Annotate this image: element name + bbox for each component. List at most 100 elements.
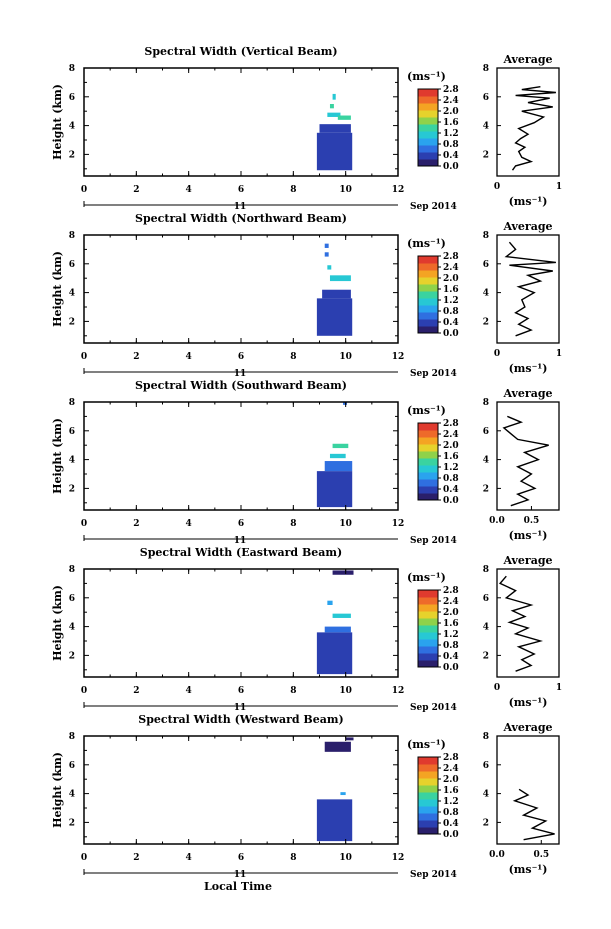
panel-title: Spectral Width (Southward Beam)	[135, 379, 347, 392]
colorbar-unit: (ms⁻¹)	[407, 237, 446, 250]
colorbar-tick-label: 0.4	[443, 652, 459, 662]
average-x-label: (ms⁻¹)	[509, 863, 548, 876]
colorbar-segment	[418, 312, 438, 320]
colorbar-tick-label: 1.2	[443, 129, 459, 139]
colorbar-frame	[417, 255, 439, 334]
average-y-tick-label: 6	[483, 427, 489, 437]
x-tick-label: 8	[290, 519, 296, 529]
x-tick-label: 12	[392, 853, 405, 863]
average-y-tick-label: 2	[483, 317, 489, 327]
colorbar-tick-label: 2.8	[443, 586, 459, 596]
colorbar-frame	[417, 422, 439, 501]
colorbar-tick-label: 0.0	[443, 329, 459, 339]
average-y-tick-label: 2	[483, 150, 489, 160]
panel-1: Spectral Width (Vertical Beam)0 2 4 6 8 10 122…	[51, 45, 562, 212]
average-profile-line	[504, 241, 556, 337]
colorbar-segment	[418, 764, 438, 772]
colorbar-tick-label: 2.8	[443, 753, 459, 763]
colorbar-segment	[418, 277, 438, 285]
colorbar-segment	[418, 444, 438, 452]
colorbar-segment	[418, 653, 438, 661]
colorbar-tick-label: 0.8	[443, 140, 459, 150]
x-tick-label: 4	[186, 519, 192, 529]
panel-title: Spectral Width (Vertical Beam)	[144, 45, 337, 58]
average-title: Average	[502, 387, 552, 400]
average-y-tick-label: 8	[483, 398, 489, 408]
heatmap-cell	[324, 461, 353, 472]
x-tick-label: 10	[339, 352, 352, 362]
heatmap-cell	[316, 799, 353, 842]
colorbar-segment	[418, 778, 438, 786]
colorbar-tick-label: 0.0	[443, 830, 459, 840]
colorbar-segment	[418, 103, 438, 111]
heatmap-cell	[316, 632, 353, 675]
y-tick-label: 8	[69, 231, 75, 241]
colorbar-segment	[418, 479, 438, 487]
colorbar-segment	[418, 423, 438, 431]
y-tick-label: 4	[69, 456, 75, 466]
colorbar-segment	[418, 625, 438, 633]
heatmap-cell	[332, 93, 336, 100]
heatmap-cell	[329, 453, 346, 459]
average-y-tick-label: 6	[483, 93, 489, 103]
colorbar-segment	[418, 131, 438, 139]
colorbar-segment	[418, 124, 438, 132]
average-frame	[496, 234, 560, 344]
colorbar-segment	[418, 785, 438, 793]
colorbar-tick-label: 2.0	[443, 107, 459, 117]
average-frame	[496, 735, 560, 845]
y-tick-label: 8	[69, 732, 75, 742]
y-tick-label: 8	[69, 64, 75, 74]
y-tick-label: 6	[69, 93, 75, 103]
average-y-tick-label: 2	[483, 651, 489, 661]
average-x-label: (ms⁻¹)	[509, 195, 548, 208]
average-y-tick-label: 8	[483, 64, 489, 74]
x-axis-label: Local Time	[204, 880, 272, 893]
colorbar-segment	[418, 604, 438, 612]
y-axis-label: Height (km)	[51, 251, 64, 327]
x-tick-label: 4	[186, 185, 192, 195]
average-y-tick-label: 4	[483, 623, 489, 633]
colorbar-segment	[418, 291, 438, 299]
date-day-label: 11	[234, 202, 247, 212]
average-y-tick-label: 6	[483, 761, 489, 771]
heatmap-cell	[324, 741, 351, 752]
x-tick-label: 8	[290, 185, 296, 195]
average-y-tick-label: 4	[483, 456, 489, 466]
x-tick-label: 4	[186, 352, 192, 362]
heatmap-cell	[327, 265, 332, 270]
x-tick-label: 2	[133, 853, 139, 863]
colorbar-segment	[418, 458, 438, 466]
average-x-tick-label: 0.5	[524, 516, 540, 526]
x-tick-label: 0	[81, 686, 87, 696]
colorbar-tick-label: 1.2	[443, 463, 459, 473]
colorbar-tick-label: 0.4	[443, 819, 459, 829]
colorbar-segment	[418, 263, 438, 271]
x-tick-label: 6	[238, 185, 244, 195]
colorbar-segment	[418, 430, 438, 438]
colorbar-frame	[417, 589, 439, 668]
colorbar-tick-label: 0.8	[443, 641, 459, 651]
colorbar-segment	[418, 827, 438, 835]
colorbar-segment	[418, 806, 438, 814]
colorbar-tick-label: 0.8	[443, 474, 459, 484]
x-tick-label: 10	[339, 686, 352, 696]
average-title: Average	[502, 220, 552, 233]
colorbar-segment	[418, 89, 438, 97]
y-tick-label: 6	[69, 761, 75, 771]
colorbar-tick-label: 1.2	[443, 296, 459, 306]
colorbar-unit: (ms⁻¹)	[407, 738, 446, 751]
colorbar-segment	[418, 159, 438, 167]
colorbar-segment	[418, 813, 438, 821]
date-day-label: 11	[234, 536, 247, 546]
average-x-tick-label: 0.5	[533, 850, 549, 860]
colorbar-tick-label: 1.2	[443, 797, 459, 807]
average-y-tick-label: 6	[483, 260, 489, 270]
average-y-tick-label: 6	[483, 594, 489, 604]
heatmap-cell	[316, 471, 353, 508]
average-y-tick-label: 2	[483, 484, 489, 494]
heatmap-cell	[322, 289, 351, 299]
panel-title: Spectral Width (Northward Beam)	[135, 212, 347, 225]
colorbar-segment	[418, 639, 438, 647]
